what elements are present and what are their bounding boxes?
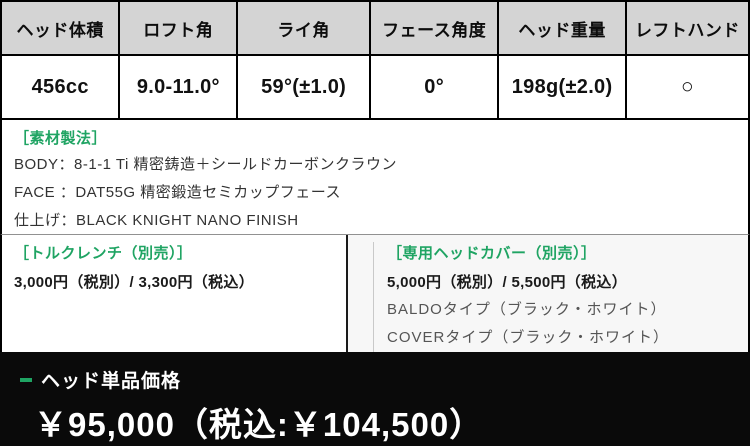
- spec-header-face-angle: フェース角度: [371, 2, 498, 56]
- spec-column-lie-angle: ライ角 59°(±1.0): [236, 2, 370, 118]
- spec-header-head-weight: ヘッド重量: [499, 2, 625, 56]
- spec-value-left-hand-circle-icon: ○: [680, 75, 694, 98]
- head-cover-inner: ［専用ヘッドカバー（別売）］ 5,000円（税別）/ 5,500円（税込） BA…: [373, 242, 740, 352]
- spec-column-head-volume: ヘッド体積 456cc: [2, 2, 119, 118]
- torque-wrench-title: ［トルクレンチ（別売）］: [14, 245, 193, 262]
- spec-table: ヘッド体積 456cc ロフト角 9.0-11.0° ライ角 59°(±1.0)…: [0, 0, 750, 120]
- head-cover-option-baldo: BALDOタイプ（ブラック・ホワイト）: [387, 301, 667, 318]
- material-finish-line: 仕上げ：BLACK KNIGHT NANO FINISH: [14, 212, 299, 229]
- spec-value-lie-angle: 59°(±1.0): [261, 75, 347, 98]
- head-cover-option-cover: COVERタイプ（ブラック・ホワイト）: [387, 329, 670, 346]
- torque-wrench-cell: ［トルクレンチ（別売）］ 3,000円（税別）/ 3,300円（税込）: [2, 235, 346, 352]
- accessories-section: ［トルクレンチ（別売）］ 3,000円（税別）/ 3,300円（税込） ［専用ヘ…: [0, 235, 750, 352]
- spec-value-head-weight: 198g(±2.0): [511, 75, 613, 98]
- spec-column-head-weight: ヘッド重量 198g(±2.0): [497, 2, 625, 118]
- spec-value-loft-angle: 9.0-11.0°: [136, 75, 220, 98]
- head-price-label: ヘッド単品価格: [41, 371, 182, 392]
- torque-wrench-price: 3,000円（税別）/ 3,300円（税込）: [14, 274, 255, 291]
- material-section-title: ［素材製法］: [14, 130, 108, 147]
- head-cover-cell: ［専用ヘッドカバー（別売）］ 5,000円（税別）/ 5,500円（税込） BA…: [346, 235, 748, 352]
- spec-column-left-hand: レフトハンド ○: [624, 2, 748, 118]
- head-price-label-row: ヘッド単品価格: [20, 366, 750, 393]
- spec-header-loft-angle: ロフト角: [120, 2, 237, 56]
- material-face-line: FACE ：DAT55G 精密鍛造セミカップフェース: [14, 184, 342, 201]
- spec-value-head-volume: 456cc: [31, 75, 89, 98]
- spec-header-lie-angle: ライ角: [238, 2, 370, 56]
- green-dash-icon: [20, 377, 32, 382]
- head-cover-title: ［専用ヘッドカバー（別売）］: [387, 245, 597, 262]
- spec-column-loft-angle: ロフト角 9.0-11.0°: [118, 2, 237, 118]
- spec-column-face-angle: フェース角度 0°: [369, 2, 498, 118]
- head-price-value: ￥95,000（税込:￥104,500）: [34, 406, 484, 443]
- head-cover-price: 5,000円（税別）/ 5,500円（税込）: [387, 274, 628, 291]
- material-body-line: BODY：8-1-1 Ti 精密鋳造＋シールドカーボンクラウン: [14, 156, 398, 173]
- spec-header-head-volume: ヘッド体積: [2, 2, 119, 56]
- head-price-bar: ヘッド単品価格 ￥95,000（税込:￥104,500）: [0, 352, 750, 446]
- material-section: ［素材製法］ BODY：8-1-1 Ti 精密鋳造＋シールドカーボンクラウン F…: [0, 120, 750, 235]
- spec-value-face-angle: 0°: [424, 75, 445, 98]
- spec-header-left-hand: レフトハンド: [626, 2, 748, 56]
